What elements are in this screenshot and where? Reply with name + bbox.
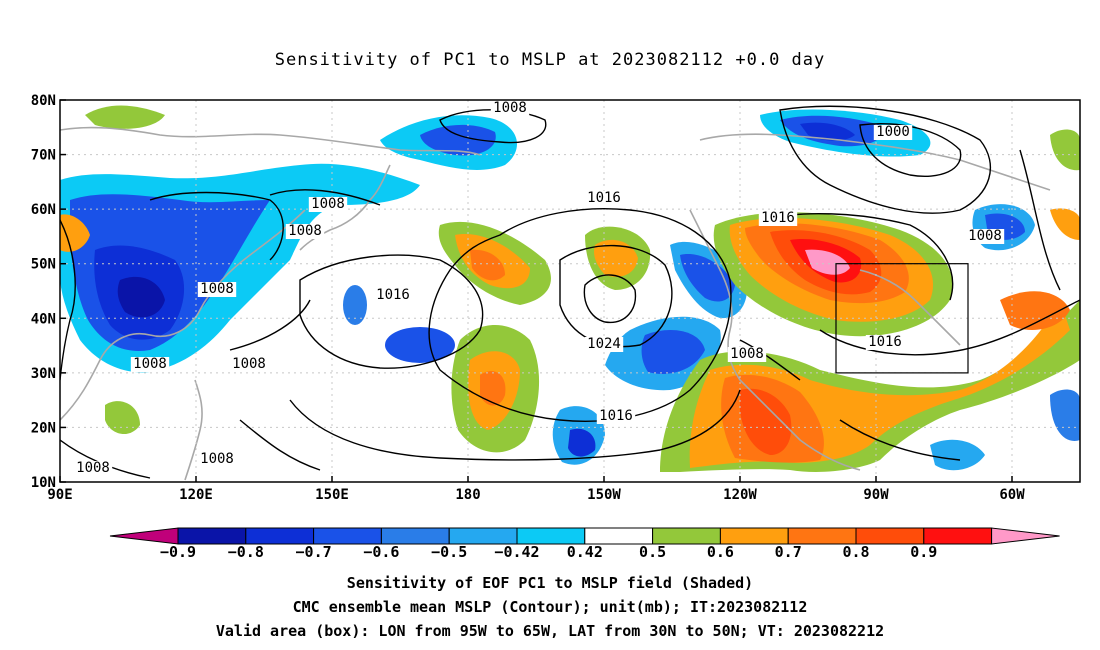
contour-label-bg bbox=[130, 357, 170, 372]
contour-label: 1008 bbox=[493, 100, 527, 116]
contour-label-bg bbox=[873, 125, 913, 140]
chart-title: Sensitivity of PC1 to MSLP at 2023082112… bbox=[274, 50, 826, 70]
colorbar-segment bbox=[652, 527, 721, 545]
lon-label: 60W bbox=[999, 487, 1025, 503]
contour-label: 1008 bbox=[200, 281, 234, 297]
colorbar-segment bbox=[719, 527, 789, 545]
colorbar-label: 0.42 bbox=[567, 543, 603, 561]
colorbar-segment bbox=[313, 527, 382, 545]
contour-label: 1016 bbox=[599, 408, 633, 424]
colorbar-segment bbox=[584, 527, 654, 545]
contour-label-bg bbox=[758, 211, 798, 226]
colorbar-label: −0.5 bbox=[431, 543, 467, 561]
colorbar-segment bbox=[177, 527, 247, 545]
contour-label: 1008 bbox=[133, 356, 167, 372]
lon-label: 150E bbox=[315, 487, 349, 503]
colorbar-segment bbox=[448, 527, 518, 545]
colorbar-label: −0.7 bbox=[296, 543, 332, 561]
mslp-contours bbox=[60, 105, 1080, 479]
colorbar-segment bbox=[923, 527, 993, 545]
lon-label: 90W bbox=[863, 487, 889, 503]
colorbar-label: 0.9 bbox=[910, 543, 937, 561]
shaded-sensitivity bbox=[60, 105, 1080, 472]
contour-label: 1008 bbox=[311, 196, 345, 212]
colorbar-segment bbox=[787, 527, 857, 545]
lon-label: 120E bbox=[179, 487, 213, 503]
lon-label: 120W bbox=[723, 487, 757, 503]
lat-label: 50N bbox=[31, 257, 56, 273]
contour-label: 1016 bbox=[761, 210, 795, 226]
map-frame bbox=[59, 99, 1081, 483]
colorbar-label: 0.7 bbox=[775, 543, 802, 561]
contour-label-bg bbox=[197, 282, 237, 297]
contour-label: 1008 bbox=[200, 451, 234, 467]
lat-label: 20N bbox=[31, 420, 56, 436]
caption-line-3: Valid area (box): LON from 95W to 65W, L… bbox=[215, 622, 885, 640]
caption-line-2: CMC ensemble mean MSLP (Contour); unit(m… bbox=[292, 598, 808, 616]
lat-axis: 80N 70N 60N 50N 40N 30N 20N 10N bbox=[31, 93, 66, 491]
contour-label-bg bbox=[197, 452, 237, 467]
contour-label: 1024 bbox=[587, 336, 621, 352]
contour-label-bg bbox=[73, 461, 113, 476]
colorbar-segment bbox=[516, 527, 586, 545]
colorbar-label: 0.5 bbox=[639, 543, 666, 561]
contour-label-bg bbox=[229, 357, 269, 372]
colorbar-segment bbox=[380, 527, 450, 545]
lat-label: 70N bbox=[31, 148, 56, 164]
contour-label-bg bbox=[308, 197, 348, 212]
lat-label: 30N bbox=[31, 366, 56, 382]
lat-label: 80N bbox=[31, 93, 56, 109]
colorbar-labels: −0.9 −0.8 −0.7 −0.6 −0.5 −0.42 0.42 0.5 0.6 0.7 0.… bbox=[160, 543, 937, 561]
contour-label-bg bbox=[490, 101, 530, 116]
contour-label-bg bbox=[865, 335, 905, 350]
colorbar-label: 0.6 bbox=[707, 543, 734, 561]
colorbar bbox=[109, 527, 1060, 545]
colorbar-label: −0.9 bbox=[160, 543, 196, 561]
lat-label: 10N bbox=[31, 475, 56, 491]
colorbar-label: −0.6 bbox=[363, 543, 399, 561]
contour-label-bg bbox=[373, 288, 413, 303]
lon-label: 180 bbox=[455, 487, 480, 503]
contour-label: 1008 bbox=[76, 460, 110, 476]
colorbar-arrow-left bbox=[109, 527, 179, 545]
contour-label-bg bbox=[965, 229, 1005, 244]
contour-label: 1016 bbox=[587, 190, 621, 206]
lat-label: 40N bbox=[31, 311, 56, 327]
coastlines bbox=[60, 126, 1051, 481]
colorbar-label: −0.8 bbox=[228, 543, 264, 561]
contour-label: 1008 bbox=[288, 223, 322, 239]
valid-area-box bbox=[835, 263, 969, 374]
contour-label: 1008 bbox=[968, 228, 1002, 244]
contour-label: 1008 bbox=[730, 346, 764, 362]
contour-label: 1000 bbox=[876, 124, 910, 140]
contour-label: 1016 bbox=[868, 334, 902, 350]
contour-label: 1008 bbox=[232, 356, 266, 372]
caption-line-1: Sensitivity of EOF PC1 to MSLP field (Sh… bbox=[346, 574, 754, 592]
contour-label-bg bbox=[584, 337, 624, 352]
colorbar-segment bbox=[245, 527, 315, 545]
contour-label-bg bbox=[596, 409, 636, 424]
contour-label-bg bbox=[727, 347, 767, 362]
colorbar-segment bbox=[855, 527, 925, 545]
contour-label-bg bbox=[285, 224, 325, 239]
contour-label: 1016 bbox=[376, 287, 410, 303]
lat-label: 60N bbox=[31, 202, 56, 218]
contour-label-bg bbox=[584, 191, 624, 206]
lon-label: 150W bbox=[587, 487, 621, 503]
colorbar-arrow-right bbox=[991, 527, 1060, 545]
colorbar-label: 0.8 bbox=[842, 543, 869, 561]
colorbar-label: −0.42 bbox=[494, 543, 539, 561]
lon-axis: 90E 120E 150E 180 150W 120W 90W 60W bbox=[47, 476, 1025, 503]
contour-labels: 1008 1000 1016 1008 1008 1016 1008 1016 1024 1008… bbox=[73, 100, 1005, 476]
lon-label: 90E bbox=[47, 487, 72, 503]
